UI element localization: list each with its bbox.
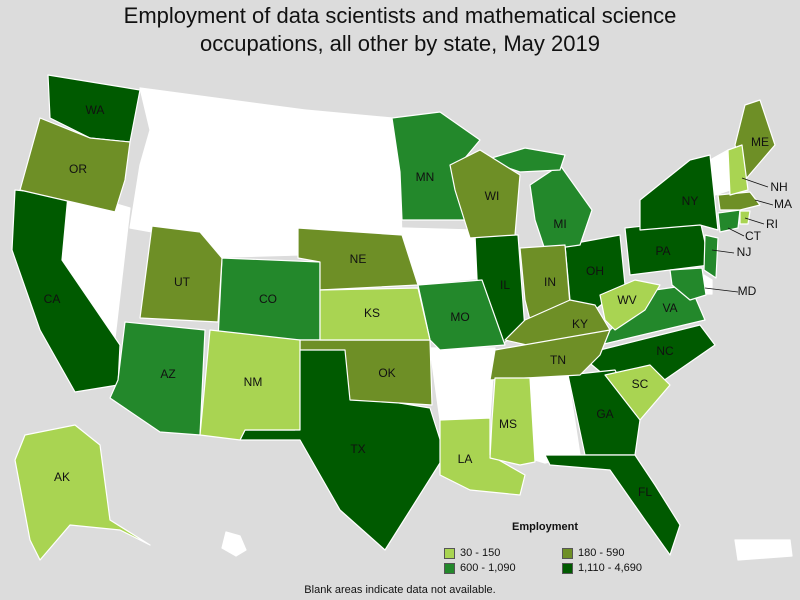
label-MA: MA <box>774 197 792 211</box>
label-IN: IN <box>544 275 556 289</box>
state-RI[interactable] <box>739 210 751 225</box>
title-line-1: Employment of data scientists and mathem… <box>123 3 677 28</box>
label-ME: ME <box>751 135 769 149</box>
label-NE: NE <box>350 252 367 266</box>
state-OR[interactable] <box>19 117 131 213</box>
label-MN: MN <box>416 170 435 184</box>
label-FL: FL <box>638 485 652 499</box>
label-CA: CA <box>44 292 61 306</box>
label-OK: OK <box>378 366 395 380</box>
label-AK: AK <box>54 470 70 484</box>
state-MD[interactable] <box>669 267 707 301</box>
legend-swatch-3 <box>444 562 455 574</box>
label-KY: KY <box>572 317 588 331</box>
state-AR[interactable] <box>429 347 496 421</box>
label-AZ: AZ <box>160 367 175 381</box>
state-PR[interactable] <box>734 539 793 561</box>
label-PA: PA <box>655 244 670 258</box>
state-MS[interactable] <box>489 377 536 466</box>
label-RI: RI <box>766 217 778 231</box>
legend-item-1: 30 - 150 <box>444 547 500 559</box>
state-CT[interactable] <box>717 209 741 233</box>
label-OR: OR <box>69 162 87 176</box>
state-MI[interactable] <box>529 164 593 251</box>
label-VA: VA <box>662 301 677 315</box>
label-NM: NM <box>244 375 263 389</box>
label-GA: GA <box>596 407 613 421</box>
label-WI: WI <box>485 189 500 203</box>
tier1-states <box>14 144 751 561</box>
label-CO: CO <box>259 292 277 306</box>
legend-item-4: 1,110 - 4,690 <box>562 562 642 574</box>
state-FL[interactable] <box>544 454 681 556</box>
label-SC: SC <box>632 377 649 391</box>
label-WV: WV <box>617 293 636 307</box>
state-KS[interactable] <box>319 287 431 341</box>
label-IL: IL <box>500 278 510 292</box>
state-NH[interactable] <box>727 144 749 196</box>
legend-label-3: 600 - 1,090 <box>460 562 516 574</box>
title-line-2: occupations, all other by state, May 201… <box>200 31 600 56</box>
legend-swatch-4 <box>562 562 573 574</box>
label-CT: CT <box>745 229 762 243</box>
state-LA[interactable] <box>439 417 526 496</box>
legend-swatch-1 <box>444 547 455 559</box>
label-WA: WA <box>86 103 105 117</box>
legend-label-1: 30 - 150 <box>460 547 501 559</box>
label-NH: NH <box>770 180 787 194</box>
label-TX: TX <box>350 442 365 456</box>
legend-swatch-2 <box>562 547 573 559</box>
label-MO: MO <box>450 310 469 324</box>
label-MI: MI <box>553 217 566 231</box>
label-UT: UT <box>174 275 191 289</box>
state-NJ[interactable] <box>703 234 719 279</box>
label-TN: TN <box>550 353 566 367</box>
footnote: Blank areas indicate data not available. <box>304 584 496 596</box>
state-NY[interactable] <box>639 154 719 231</box>
legend-label-2: 180 - 590 <box>578 547 625 559</box>
label-NC: NC <box>656 344 674 358</box>
state-TN[interactable] <box>489 329 611 381</box>
state-AZ[interactable] <box>109 321 206 436</box>
state-ME[interactable] <box>734 99 776 181</box>
no-data-states <box>61 87 793 561</box>
label-NY: NY <box>682 194 699 208</box>
legend-item-2: 180 - 590 <box>562 547 624 559</box>
legend: Employment 30 - 150 180 - 590 600 - 1,09… <box>442 521 682 579</box>
label-MD: MD <box>738 284 757 298</box>
state-WI[interactable] <box>449 149 521 239</box>
legend-item-3: 600 - 1,090 <box>444 562 516 574</box>
state-WV[interactable] <box>599 279 661 331</box>
legend-title: Employment <box>512 521 579 533</box>
label-KS: KS <box>364 306 380 320</box>
state-AK[interactable] <box>14 424 151 561</box>
label-MS: MS <box>499 417 517 431</box>
state-ND[interactable] <box>299 109 401 173</box>
state-MT[interactable] <box>154 89 306 186</box>
label-LA: LA <box>458 452 473 466</box>
state-NM[interactable] <box>199 329 301 441</box>
leader-lines <box>704 177 774 293</box>
state-MA[interactable] <box>717 191 761 211</box>
legend-label-4: 1,110 - 4,690 <box>578 562 643 574</box>
state-SC[interactable] <box>604 364 671 421</box>
tier4-states <box>11 74 719 556</box>
label-NJ: NJ <box>737 245 752 259</box>
label-OH: OH <box>586 264 604 278</box>
map-title: Employment of data scientists and mathem… <box>0 2 800 58</box>
tier2-states <box>19 99 776 406</box>
state-UT[interactable] <box>139 225 223 323</box>
state-WY[interactable] <box>196 174 301 259</box>
state-labels: WA OR CA AK UT AZ CO NM NE KS OK TX MN M… <box>44 103 792 499</box>
state-HI[interactable] <box>221 531 247 557</box>
